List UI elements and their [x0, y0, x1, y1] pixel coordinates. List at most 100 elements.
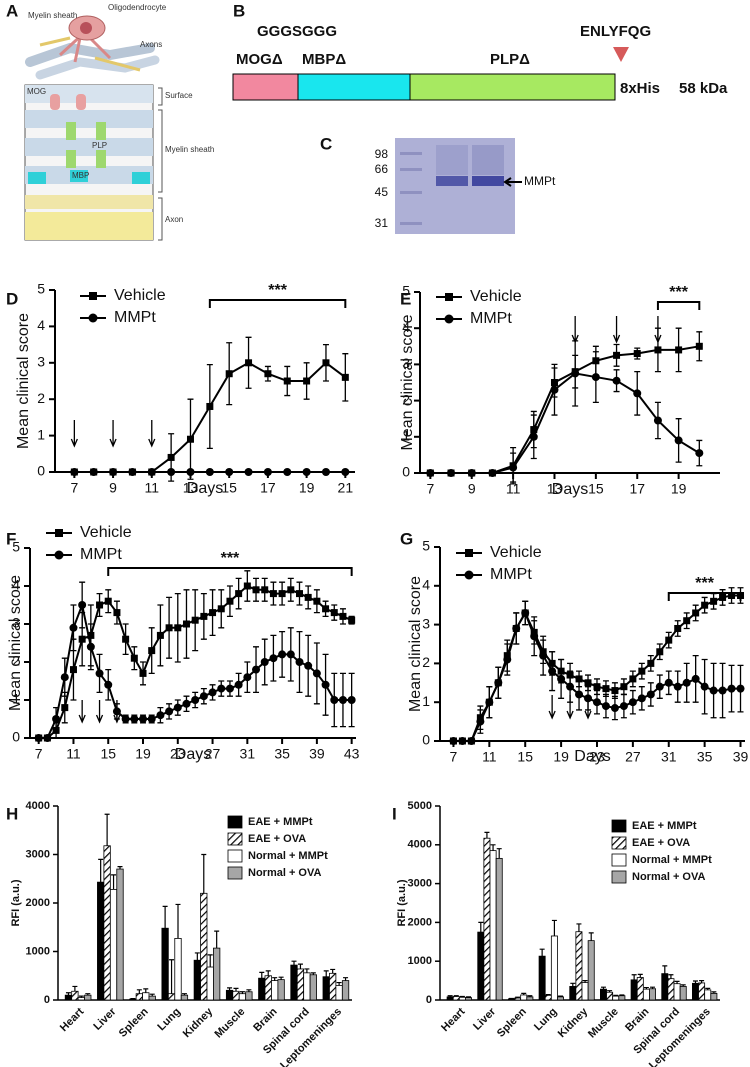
- bar: [238, 993, 247, 1001]
- data-point: [629, 675, 637, 683]
- bar: [167, 993, 176, 1001]
- bar: [329, 972, 337, 1001]
- y-tick-label: 5000: [408, 800, 432, 812]
- x-tick-label: 35: [274, 746, 290, 762]
- error-bar: [265, 970, 271, 976]
- data-point: [509, 463, 518, 472]
- data-point: [226, 597, 234, 605]
- domain-label: PLPΔ: [490, 51, 530, 68]
- error-bar: [194, 952, 200, 961]
- data-point: [619, 702, 628, 711]
- y-tick-label: 0: [422, 732, 430, 748]
- y-tick-label: 3000: [408, 878, 432, 890]
- error-bar: [330, 968, 336, 974]
- treatment-arrow: [548, 695, 556, 720]
- significance-bracket: [107, 567, 353, 576]
- legend-label: EAE + OVA: [632, 837, 690, 849]
- data-point: [692, 609, 700, 617]
- domain-block: [297, 73, 411, 101]
- bar: [116, 868, 124, 1001]
- x-tick-label: Spleen: [117, 1006, 151, 1040]
- error-bar: [662, 965, 668, 974]
- data-point: [186, 468, 195, 476]
- x-tick-label: 15: [588, 481, 604, 497]
- legend-label: Vehicle: [114, 287, 166, 304]
- significance-bracket: [667, 592, 742, 601]
- x-tick-label: 17: [260, 480, 276, 496]
- data-point: [592, 698, 601, 707]
- bar: [465, 997, 473, 1001]
- treatment-arrow: [612, 316, 621, 344]
- treatment-arrow: [109, 420, 117, 448]
- x-tick-label: Brain: [251, 1005, 280, 1034]
- data-point: [269, 590, 277, 598]
- marker-label: 45: [375, 185, 389, 199]
- data-point: [69, 666, 77, 674]
- data-point: [295, 658, 304, 666]
- bar: [661, 973, 669, 1001]
- legend-label: MMPt: [470, 310, 512, 327]
- bar: [258, 977, 266, 1001]
- y-tick-label: 1: [37, 426, 45, 442]
- x-tick-label: Liver: [91, 1005, 119, 1033]
- data-point: [653, 416, 662, 425]
- data-point: [312, 669, 321, 678]
- x-tick-label: Liver: [471, 1005, 499, 1033]
- data-point: [302, 468, 311, 476]
- data-point: [278, 590, 286, 598]
- data-point: [458, 737, 467, 745]
- x-tick-label: 19: [135, 746, 151, 762]
- treatment-arrow: [654, 316, 662, 344]
- data-point: [700, 682, 709, 691]
- bar: [704, 989, 712, 1001]
- bar: [77, 997, 85, 1001]
- diagram-label: PLP: [92, 141, 107, 150]
- error-bar: [570, 982, 576, 987]
- data-point: [121, 715, 130, 723]
- bar: [322, 976, 330, 1001]
- legend-marker: [444, 314, 454, 324]
- legend-marker: [465, 549, 473, 557]
- error-bar: [539, 948, 545, 957]
- error-bar: [484, 831, 490, 839]
- x-axis-label: Days: [574, 748, 610, 765]
- bar: [335, 985, 343, 1001]
- x-tick-label: 21: [338, 480, 354, 496]
- x-tick-label: 23: [589, 749, 605, 765]
- data-point: [683, 617, 691, 625]
- bar: [135, 993, 143, 1001]
- data-point: [130, 715, 139, 723]
- legend-label: MMPt: [490, 566, 532, 583]
- y-tick-label: 5: [12, 539, 20, 555]
- data-point: [173, 703, 182, 712]
- y-axis-label: RFI (a.u.): [396, 879, 408, 926]
- data-point: [566, 682, 575, 691]
- x-tick-label: Kidney: [556, 1005, 591, 1040]
- domain-block: [409, 73, 616, 101]
- bar: [296, 968, 305, 1001]
- bar: [264, 975, 272, 1001]
- x-tick-label: 15: [100, 746, 116, 762]
- legend-label: MMPt: [80, 546, 122, 563]
- bar: [446, 996, 454, 1001]
- marker-label: 66: [375, 162, 389, 176]
- bar: [193, 959, 201, 1001]
- treatment-arrow: [584, 695, 592, 720]
- data-point: [620, 683, 628, 691]
- y-tick-label: 3: [37, 354, 45, 370]
- error-bar: [343, 977, 349, 981]
- x-tick-label: Brain: [623, 1005, 652, 1034]
- data-point: [128, 468, 137, 476]
- data-point: [503, 655, 512, 664]
- x-tick-label: Heart: [439, 1005, 468, 1034]
- treatment-arrow: [148, 420, 156, 448]
- bar: [103, 845, 111, 1001]
- legend-swatch: [227, 832, 243, 846]
- data-point: [575, 690, 584, 699]
- data-point: [304, 661, 313, 670]
- x-tick-label: 19: [553, 749, 569, 765]
- data-point: [727, 684, 736, 693]
- mass-label: 58 kDa: [679, 80, 728, 97]
- marker-label: 98: [375, 147, 389, 161]
